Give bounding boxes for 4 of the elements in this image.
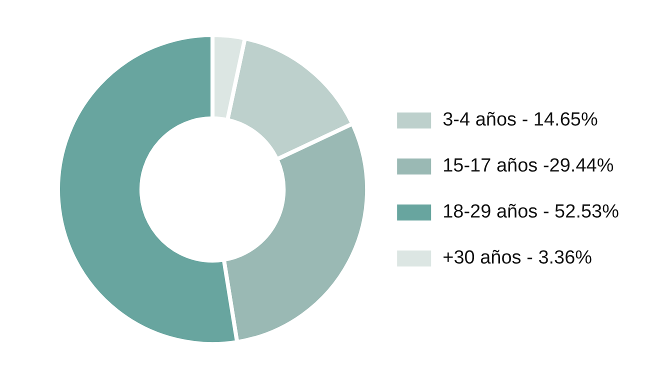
legend-label: +30 años - 3.36%	[442, 248, 592, 269]
legend-label: 18-29 años - 52.53%	[442, 202, 620, 223]
legend-label: 15-17 años -29.44%	[442, 156, 614, 177]
legend-label: 3-4 años - 14.65%	[442, 110, 598, 131]
